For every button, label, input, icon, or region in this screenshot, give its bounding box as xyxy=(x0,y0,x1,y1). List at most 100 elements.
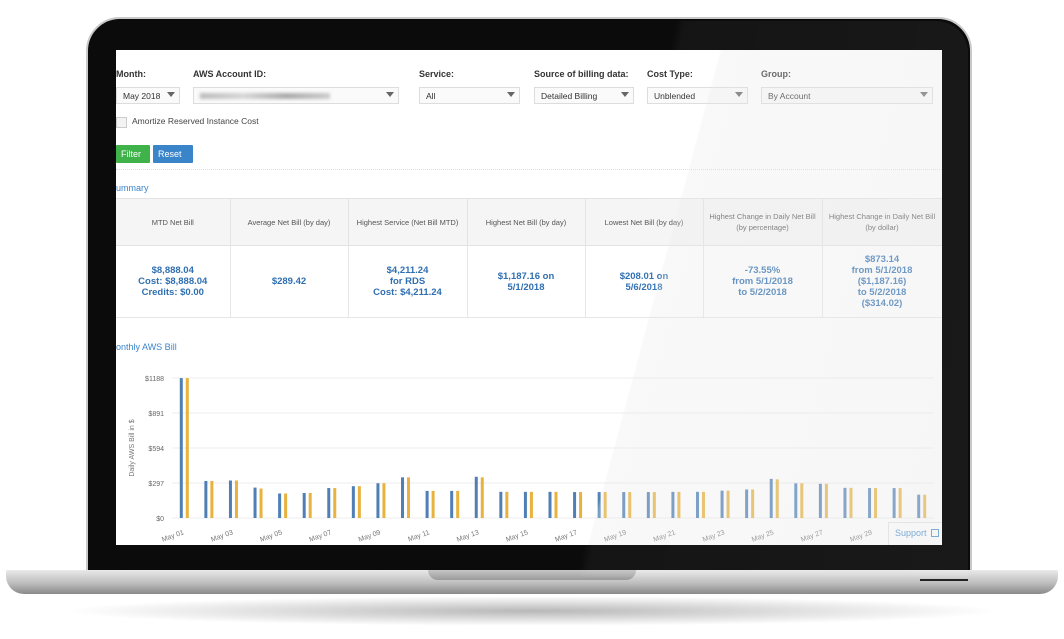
chevron-down-icon xyxy=(621,92,629,97)
bar xyxy=(597,492,601,518)
summary-value-cell: $1,187.16 on 5/1/2018 xyxy=(466,245,586,318)
group-select[interactable]: By Account xyxy=(761,87,933,104)
bar xyxy=(185,378,189,518)
summary-value-cell: $208.01 on 5/6/2018 xyxy=(584,245,704,318)
bar xyxy=(401,477,405,518)
chevron-down-icon xyxy=(507,92,515,97)
summary-header-cell: Highest Net Bill (by day) xyxy=(466,198,586,246)
bar xyxy=(843,487,847,518)
month-select[interactable]: May 2018 xyxy=(116,87,180,104)
summary-value-cell: $8,888.04 Cost: $8,888.04 Credits: $0.00 xyxy=(116,245,231,318)
cost-type-select[interactable]: Unblended xyxy=(647,87,748,104)
summary-header-row: MTD Net Bill Average Net Bill (by day) H… xyxy=(116,198,942,246)
bar xyxy=(351,486,355,518)
support-label: Support xyxy=(895,528,927,538)
laptop-indicator-line xyxy=(920,579,968,581)
bar xyxy=(278,493,282,518)
divider xyxy=(116,169,942,170)
x-tick-label: May 19 xyxy=(603,529,627,543)
bar xyxy=(794,483,798,518)
bar xyxy=(327,488,331,518)
bar xyxy=(523,491,527,518)
source-select[interactable]: Detailed Billing xyxy=(534,87,634,104)
bar xyxy=(407,477,411,518)
reset-button[interactable]: Reset xyxy=(153,145,193,163)
x-tick-label: May 13 xyxy=(456,529,480,543)
external-link-icon xyxy=(931,529,940,537)
bar xyxy=(234,480,238,518)
bar xyxy=(898,488,902,518)
summary-value-cell: -73.55% from 5/1/2018 to 5/2/2018 xyxy=(702,245,823,318)
chart-title: onthly AWS Bill xyxy=(116,342,177,352)
bar xyxy=(603,492,607,518)
bar xyxy=(745,489,749,518)
bar xyxy=(923,494,927,518)
bar xyxy=(800,483,804,518)
x-tick-label: May 27 xyxy=(800,529,824,543)
x-tick-label: May 17 xyxy=(554,529,578,543)
summary-value-cell: $289.42 xyxy=(229,245,349,318)
cost-type-label: Cost Type: xyxy=(647,69,693,79)
account-label: AWS Account ID: xyxy=(193,69,267,79)
chevron-down-icon xyxy=(735,92,743,97)
bar xyxy=(677,491,681,518)
bar xyxy=(726,490,730,518)
summary-value-cell: $4,211.24 for RDS Cost: $4,211.24 xyxy=(347,245,468,318)
group-label: Group: xyxy=(761,69,791,79)
source-label: Source of billing data: xyxy=(534,69,629,79)
x-tick-label: May 25 xyxy=(751,529,775,543)
x-tick-label: May 05 xyxy=(259,529,283,543)
bar xyxy=(701,491,705,518)
x-tick-label: May 23 xyxy=(702,529,726,543)
bar xyxy=(499,491,503,518)
x-tick-label: May 09 xyxy=(358,529,382,543)
bar xyxy=(376,483,380,518)
month-label: Month: xyxy=(116,69,146,79)
bar xyxy=(868,488,872,518)
month-select-value: May 2018 xyxy=(123,91,161,101)
x-tick-label: May 03 xyxy=(210,529,234,543)
amortize-checkbox[interactable] xyxy=(116,117,127,128)
x-tick-label: May 21 xyxy=(653,529,677,543)
service-select[interactable]: All xyxy=(419,87,520,104)
bar xyxy=(450,490,454,518)
bar xyxy=(259,488,263,518)
chevron-down-icon xyxy=(386,92,394,97)
y-tick-label: $594 xyxy=(148,446,164,453)
bar xyxy=(505,491,509,518)
bar xyxy=(253,487,257,518)
bar xyxy=(720,490,724,518)
daily-bill-chart: $0 $297 $594 $891 $1188 Daily AWS Bill in $ Ma… xyxy=(129,376,934,544)
summary-value-row: $8,888.04 Cost: $8,888.04 Credits: $0.00… xyxy=(116,245,942,318)
source-select-value: Detailed Billing xyxy=(541,91,598,101)
bar xyxy=(382,483,386,518)
summary-header-cell: Highest Change in Daily Net Bill (by per… xyxy=(702,198,823,246)
y-tick-label: $297 xyxy=(148,481,164,488)
summary-header-cell: Lowest Net Bill (by day) xyxy=(584,198,704,246)
bar xyxy=(474,476,478,518)
summary-header-cell: MTD Net Bill xyxy=(116,198,231,246)
filter-button[interactable]: Filter xyxy=(116,145,150,163)
summary-header-cell: Highest Service (Net Bill MTD) xyxy=(347,198,468,246)
bar xyxy=(228,480,232,518)
x-tick-label: May 01 xyxy=(161,529,185,543)
bar xyxy=(333,488,337,518)
app-screen: Month: AWS Account ID: Service: Source o… xyxy=(116,50,942,545)
y-tick-label: $891 xyxy=(148,411,164,418)
bar xyxy=(849,487,853,518)
y-tick-label: $0 xyxy=(156,516,164,523)
bar xyxy=(425,490,429,518)
account-select[interactable] xyxy=(193,87,399,104)
bar xyxy=(357,486,361,518)
bar xyxy=(579,492,583,518)
bar xyxy=(548,491,552,518)
bar xyxy=(573,492,577,518)
bar xyxy=(917,494,921,518)
support-button[interactable]: Support xyxy=(888,522,942,545)
bar xyxy=(284,493,288,518)
bar xyxy=(628,492,632,518)
x-tick-label: May 07 xyxy=(308,529,332,543)
laptop-shadow xyxy=(60,596,1004,626)
service-select-value: All xyxy=(426,91,436,101)
bar xyxy=(671,491,675,518)
